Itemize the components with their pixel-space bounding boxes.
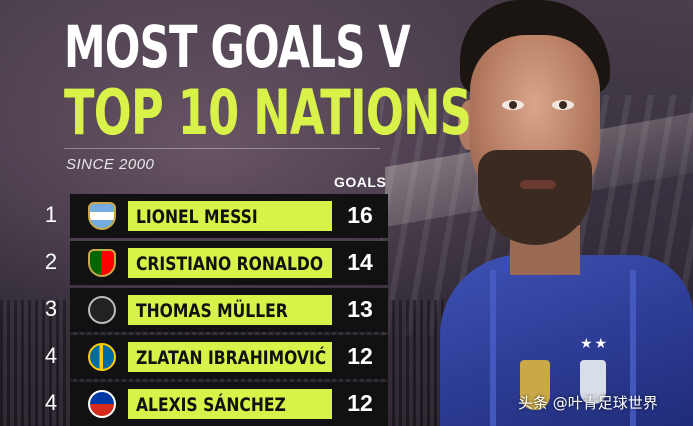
title-line-1: MOST GOALS V — [64, 13, 411, 81]
name-bar — [128, 389, 332, 419]
jersey-badge-icon — [520, 360, 550, 410]
rank: 2 — [44, 249, 58, 274]
player-beard — [478, 150, 592, 245]
divider — [64, 148, 380, 149]
rank: 4 — [44, 390, 58, 415]
table-row: 4 ALEXIS SÁNCHEZ 12 — [0, 382, 400, 426]
sweden-crest-icon — [88, 343, 116, 371]
portugal-crest-icon — [88, 249, 116, 277]
table-row: 2 CRISTIANO RONALDO 14 — [0, 241, 400, 285]
goals-value: 16 — [347, 202, 373, 228]
jersey-crest-icon — [580, 360, 606, 404]
germany-crest-icon — [88, 296, 116, 324]
name-bar — [128, 248, 332, 278]
player-image: ★★ — [430, 0, 693, 426]
player-name: THOMAS MÜLLER — [136, 300, 288, 322]
watermark: 头条 @叶青足球世界 — [518, 394, 658, 412]
jersey-stripe — [490, 270, 496, 426]
goals-value: 14 — [347, 249, 373, 275]
jersey-stars-icon: ★★ — [580, 335, 610, 351]
name-bar — [128, 295, 332, 325]
table-row: 4 ZLATAN IBRAHIMOVIĆ 12 — [0, 335, 400, 379]
table-row: 1 LIONEL MESSI 16 — [0, 194, 400, 238]
player-name: CRISTIANO RONALDO — [136, 253, 324, 275]
goals-column-header: GOALS — [334, 174, 387, 190]
argentina-crest-icon — [88, 202, 116, 230]
goals-value: 12 — [347, 390, 373, 416]
name-bar — [128, 201, 332, 231]
player-mouth — [520, 180, 556, 189]
player-name: LIONEL MESSI — [136, 206, 258, 228]
rank: 4 — [44, 343, 58, 368]
name-bar — [128, 342, 332, 372]
chile-crest-icon — [88, 390, 116, 418]
rank: 1 — [44, 202, 58, 227]
goals-value: 13 — [347, 296, 373, 322]
player-name: ALEXIS SÁNCHEZ — [136, 394, 286, 416]
player-eye — [502, 100, 524, 110]
table-row: 3 THOMAS MÜLLER 13 — [0, 288, 400, 332]
rank: 3 — [44, 296, 58, 321]
title-line-2: TOP 10 NATIONS — [64, 76, 472, 149]
player-jersey — [440, 255, 693, 426]
player-name: ZLATAN IBRAHIMOVIĆ — [136, 347, 327, 369]
player-eye — [552, 100, 574, 110]
goals-value: 12 — [347, 343, 373, 369]
jersey-stripe — [630, 270, 636, 426]
subtitle: SINCE 2000 — [66, 156, 155, 173]
